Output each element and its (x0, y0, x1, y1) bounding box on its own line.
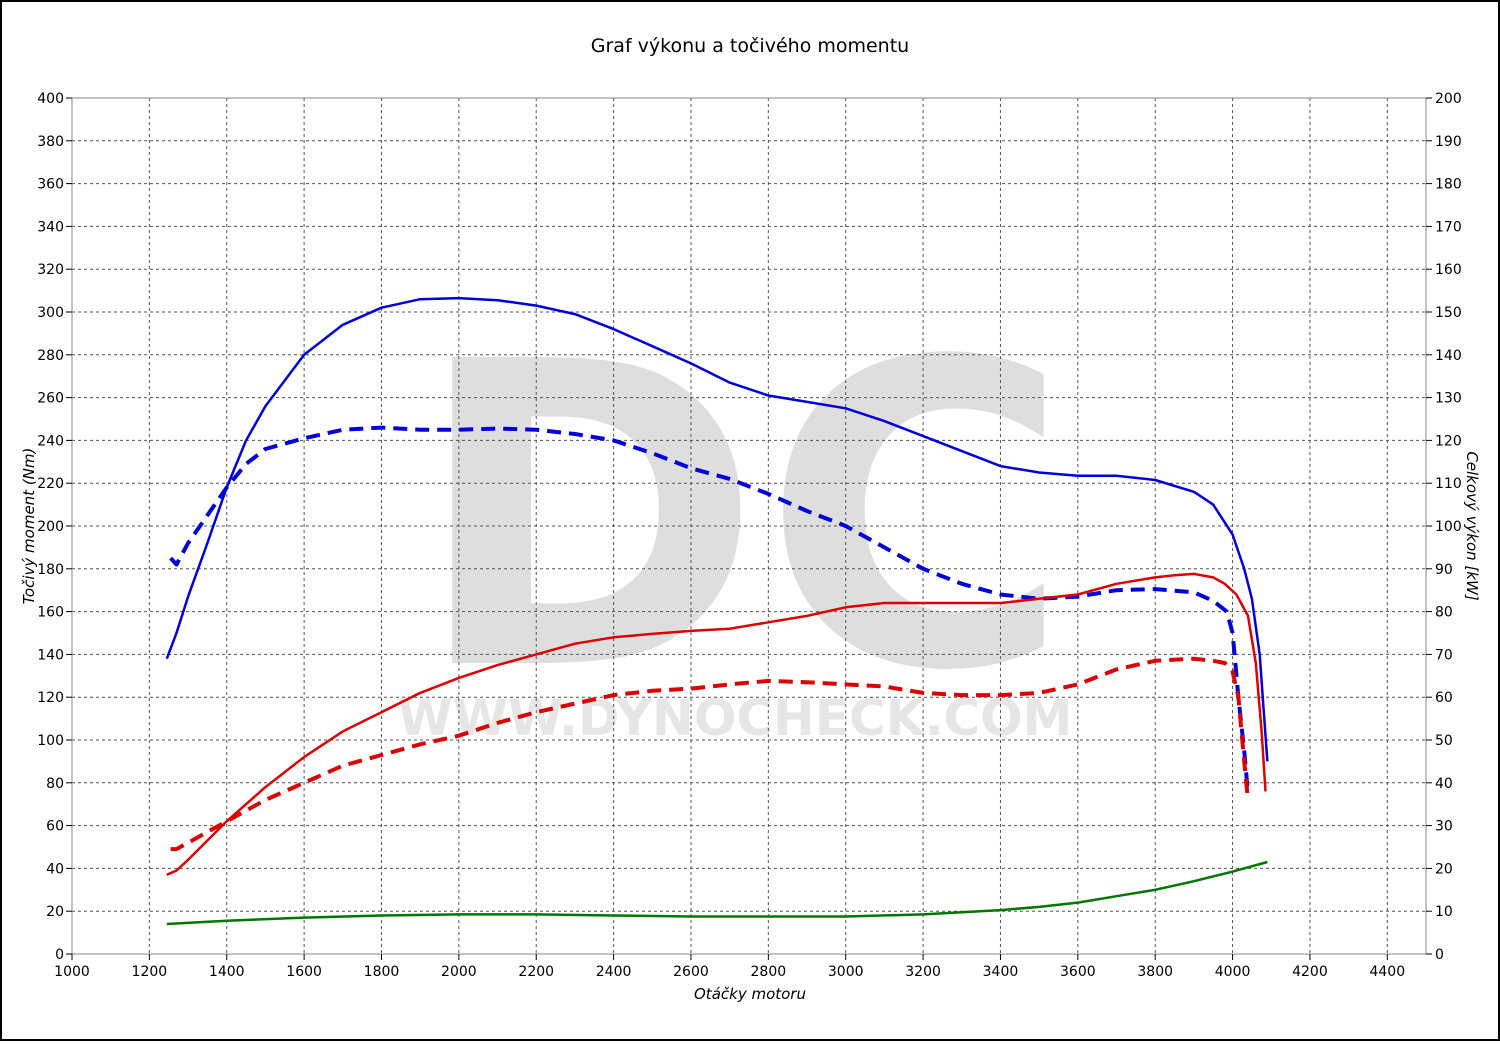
x-axis-label: Otáčky motoru (694, 985, 806, 1003)
y-left-tick-label: 300 (37, 305, 64, 321)
y-right-tick-label: 200 (1435, 91, 1462, 107)
x-tick-label: 2200 (518, 964, 554, 980)
x-tick-label: 1000 (54, 964, 90, 980)
y-left-tick-label: 320 (37, 262, 64, 278)
y-right-tick-label: 180 (1435, 177, 1462, 193)
watermark: DC WWW.DYNOCHECK.COM (398, 274, 1073, 763)
y-left-tick-label: 80 (46, 776, 64, 792)
y-right-tick-label: 10 (1435, 904, 1453, 920)
y-right-tick-label: 100 (1435, 519, 1462, 535)
series-line-2 (169, 425, 1250, 794)
y-axis-right-label: Celkový výkon [kW] (1463, 451, 1481, 601)
x-axis: 1000 1200 1400 1600 1800 2000 2200 2400 2600 2800… (54, 954, 1405, 980)
y-left-tick-label: 360 (37, 177, 64, 193)
y-right-tick-label: 120 (1435, 433, 1462, 449)
y-right-tick-label: 160 (1435, 262, 1462, 278)
y-right-tick-label: 30 (1435, 819, 1453, 835)
y-left-tick-label: 340 (37, 219, 64, 235)
y-left-tick-label: 140 (37, 647, 64, 663)
y-left-tick-label: 180 (37, 562, 64, 578)
y-left-tick-label: 20 (46, 904, 64, 920)
x-tick-label: 2000 (441, 964, 477, 980)
y-left-tick-label: 400 (37, 91, 64, 107)
y-right-tick-label: 80 (1435, 605, 1453, 621)
x-tick-label: 4200 (1292, 964, 1328, 980)
x-tick-label: 2800 (751, 964, 787, 980)
y-right-tick-label: 170 (1435, 219, 1462, 235)
y-left-tick-label: 220 (37, 476, 64, 492)
x-tick-label: 2400 (596, 964, 632, 980)
series-line-1 (165, 296, 1269, 762)
x-tick-label: 3200 (905, 964, 941, 980)
x-tick-label: 4400 (1369, 964, 1405, 980)
x-tick-label: 4000 (1215, 964, 1251, 980)
y-left-tick-label: 60 (46, 819, 64, 835)
y-right-tick-label: 150 (1435, 305, 1462, 321)
y-left-tick-label: 120 (37, 690, 64, 706)
x-tick-label: 3800 (1137, 964, 1173, 980)
x-tick-label: 1200 (132, 964, 168, 980)
y-left-tick-label: 240 (37, 433, 64, 449)
y-left-tick-label: 40 (46, 861, 64, 877)
chart-title: Graf výkonu a točivého momentu (591, 35, 909, 57)
x-tick-label: 1600 (286, 964, 322, 980)
y-right-tick-label: 90 (1435, 562, 1453, 578)
y-left-tick-label: 260 (37, 391, 64, 407)
y-right-tick-label: 20 (1435, 861, 1453, 877)
series-line-5 (166, 860, 1268, 926)
y-right-tick-label: 50 (1435, 733, 1453, 749)
y-left-tick-label: 380 (37, 134, 64, 150)
x-tick-label: 1800 (364, 964, 400, 980)
y-right-tick-label: 40 (1435, 776, 1453, 792)
y-axis-left: 0 20 40 60 80 100 120 140 160 180 200 220 240 260 280 3… (37, 91, 72, 963)
x-tick-label: 1400 (209, 964, 245, 980)
y-left-tick-label: 280 (37, 348, 64, 364)
y-left-tick-label: 100 (37, 733, 64, 749)
series-line-4 (170, 656, 1250, 852)
x-tick-label: 3600 (1060, 964, 1096, 980)
watermark-text: WWW.DYNOCHECK.COM (398, 689, 1073, 747)
y-axis-right: 0 10 20 30 40 50 60 70 80 90 100 110 120 130 140 150 160… (1426, 91, 1462, 963)
series-group (165, 296, 1269, 926)
y-right-tick-label: 110 (1435, 476, 1462, 492)
y-left-tick-label: 160 (37, 605, 64, 621)
y-left-tick-label: 0 (55, 947, 64, 963)
y-right-tick-label: 190 (1435, 134, 1462, 150)
y-axis-left-label: Točivý moment (Nm) (20, 448, 38, 605)
x-tick-label: 3000 (828, 964, 864, 980)
series-line-3 (166, 572, 1267, 876)
y-left-tick-label: 200 (37, 519, 64, 535)
y-right-tick-label: 130 (1435, 391, 1462, 407)
y-right-tick-label: 60 (1435, 690, 1453, 706)
x-tick-label: 2600 (673, 964, 709, 980)
y-right-tick-label: 70 (1435, 647, 1453, 663)
x-tick-label: 3400 (983, 964, 1019, 980)
y-right-tick-label: 0 (1435, 947, 1444, 963)
y-right-tick-label: 140 (1435, 348, 1462, 364)
